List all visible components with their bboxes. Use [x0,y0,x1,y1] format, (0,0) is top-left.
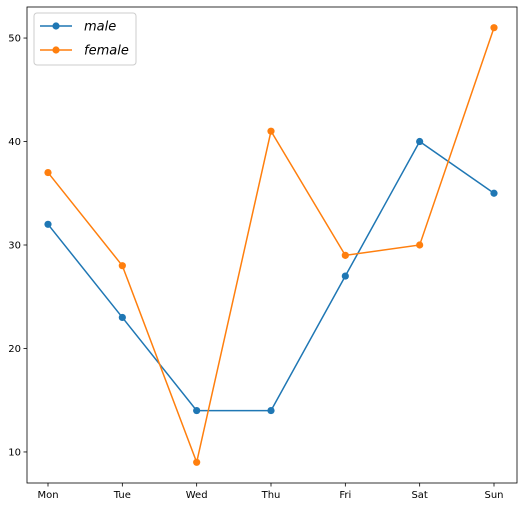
x-tick-label: Sun [484,490,503,501]
female-point [118,262,126,270]
female-point [267,127,275,135]
series-female [44,24,498,466]
female-point [341,251,349,259]
x-tick-label: Mon [37,490,58,501]
x-tick-label: Sat [411,490,427,501]
legend: male female [33,12,137,66]
male-point [44,220,52,228]
male-point [341,272,349,280]
series-male [44,137,498,415]
female-point [416,241,424,249]
y-tick-label: 30 [8,241,21,252]
legend-swatch-marker [52,46,60,54]
legend-items: male female [40,20,129,59]
x-tick-label: Tue [113,490,131,501]
female-point [193,458,201,466]
y-tick-label: 50 [8,34,21,45]
male-point [490,189,498,197]
x-tick-label: Wed [186,490,208,501]
y-tick-label: 10 [8,447,21,458]
series-layer [44,24,498,466]
female-line [47,27,495,465]
female-point [490,24,498,32]
legend-swatch-marker [52,22,60,30]
male-point [193,406,201,415]
x-tick-label: Thu [261,490,281,501]
legend-label: male [84,20,116,35]
y-tick-label: 40 [8,137,21,148]
male-line [47,140,495,412]
legend-label: female [84,44,129,59]
y-axis: 10 20 30 40 50 [8,34,27,458]
male-point [267,406,275,415]
male-point [416,137,424,146]
y-tick-label: 20 [8,344,21,355]
x-tick-label: Fri [339,490,351,501]
male-point [118,313,126,322]
x-axis: Mon Tue Wed Thu Fri Sat Sun [37,483,504,501]
female-point [44,168,52,177]
